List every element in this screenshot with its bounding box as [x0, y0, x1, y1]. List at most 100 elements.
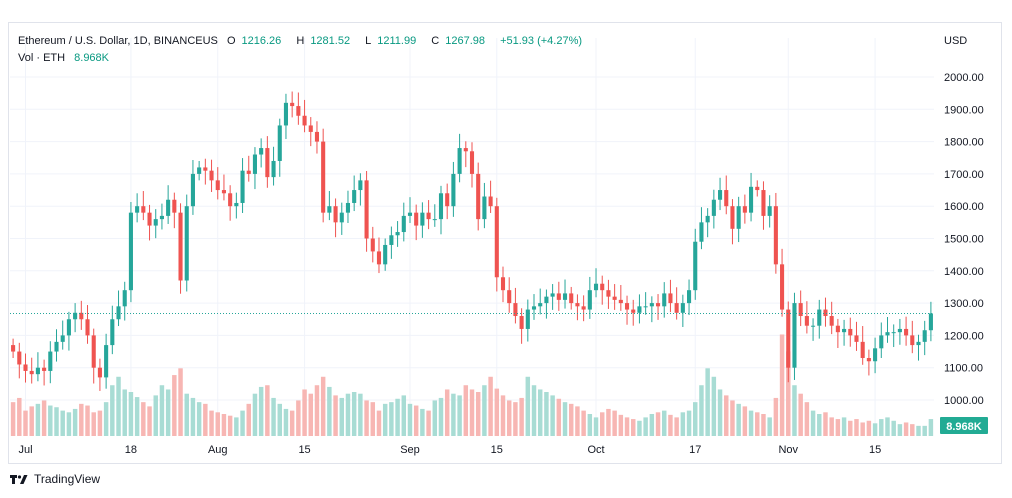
candle-body	[376, 251, 382, 265]
candle-body	[128, 212, 133, 291]
candle-body	[569, 293, 574, 304]
candle-body	[159, 215, 164, 220]
candle-body	[35, 367, 40, 375]
volume-bar	[568, 403, 574, 436]
candle-body	[389, 235, 394, 245]
candle-body	[835, 325, 840, 333]
candle-body	[85, 319, 90, 336]
volume-bar	[72, 408, 78, 436]
candle-body	[333, 206, 338, 223]
candle-body	[575, 303, 580, 307]
candle-body	[767, 206, 772, 216]
x-tick-label: 15	[491, 444, 503, 456]
tradingview-footer[interactable]: TradingView	[10, 472, 100, 486]
volume-bar	[252, 393, 258, 436]
volume-bar	[891, 420, 896, 436]
volume-bar	[606, 408, 611, 436]
volume-bar	[711, 376, 717, 436]
volume-bar	[203, 403, 208, 436]
volume-bar	[513, 402, 518, 436]
candle-body	[370, 238, 375, 252]
volume-bar	[879, 419, 884, 436]
candle-body	[693, 241, 698, 291]
volume-bar	[531, 385, 537, 436]
x-tick-label: Oct	[587, 444, 604, 456]
candle-body	[631, 309, 636, 313]
candle-body	[550, 293, 555, 297]
symbol-title[interactable]: Ethereum / U.S. Dollar, 1D, BINANCEUS	[18, 35, 218, 47]
volume-bar	[178, 368, 183, 436]
volume-bar	[10, 402, 16, 436]
volume-bar	[798, 393, 803, 436]
volume-bar	[85, 405, 90, 436]
volume-bar	[748, 410, 754, 436]
candle-body	[482, 196, 487, 220]
volume-bar	[761, 414, 766, 436]
candle-body	[29, 370, 34, 375]
candle-body	[730, 206, 735, 229]
volume-bar	[742, 406, 748, 436]
volume-bar	[618, 414, 624, 436]
candle-body	[184, 206, 189, 281]
volume-bar	[519, 397, 524, 436]
volume-bar	[376, 410, 382, 436]
volume-bar	[196, 402, 202, 436]
candle-body	[401, 215, 406, 233]
volume-bar	[358, 393, 363, 436]
x-tick-label: Aug	[208, 444, 228, 456]
candle-body	[811, 325, 816, 327]
candle-body	[197, 167, 202, 174]
candle-body	[432, 219, 437, 221]
volume-bar	[581, 410, 586, 436]
volume-bar	[147, 406, 152, 436]
volume-bar	[451, 393, 456, 436]
volume-bar	[506, 400, 512, 436]
volume-bar	[631, 419, 636, 436]
volume-bar	[928, 419, 934, 436]
x-tick-label: Nov	[778, 444, 798, 456]
candle-body	[60, 335, 65, 342]
volume-bar	[916, 425, 921, 436]
candle-body	[228, 193, 233, 207]
volume-bar	[562, 402, 568, 436]
candle-body	[593, 283, 599, 291]
volume-bar	[773, 397, 779, 436]
volume-bar	[116, 376, 121, 436]
candle-body	[848, 328, 853, 336]
volume-bar	[432, 400, 438, 436]
y-tick-label: 1600.00	[944, 201, 984, 213]
volume-bar	[705, 368, 710, 436]
volume-bar	[79, 403, 84, 436]
volume-bar	[141, 402, 146, 436]
candle-body	[606, 290, 611, 297]
volume-bar	[544, 392, 549, 436]
candle-body	[916, 341, 921, 346]
volume-bar	[823, 412, 828, 436]
candle-body	[817, 309, 822, 326]
candle-body	[110, 319, 115, 346]
candle-body	[283, 102, 289, 126]
candle-body	[178, 212, 183, 281]
volume-bar	[469, 389, 475, 436]
candle-body	[153, 219, 158, 226]
volume-bar	[482, 385, 487, 436]
candle-body	[662, 293, 667, 307]
volume-bar	[60, 410, 65, 436]
candle-body	[643, 306, 648, 308]
volume-bar	[395, 398, 400, 436]
volume-bar	[184, 393, 189, 436]
close-value: C 1267.98	[431, 35, 485, 47]
candle-body	[711, 199, 716, 216]
candle-body	[296, 106, 301, 116]
candle-body	[135, 206, 140, 213]
volume-label[interactable]: Vol · ETH	[18, 52, 66, 64]
candle-body	[649, 303, 654, 307]
candle-body	[23, 364, 28, 371]
candle-body	[804, 316, 809, 326]
volume-bar	[792, 385, 797, 436]
candle-body	[451, 173, 456, 207]
volume-bar	[91, 412, 96, 436]
candle-body	[277, 125, 282, 161]
